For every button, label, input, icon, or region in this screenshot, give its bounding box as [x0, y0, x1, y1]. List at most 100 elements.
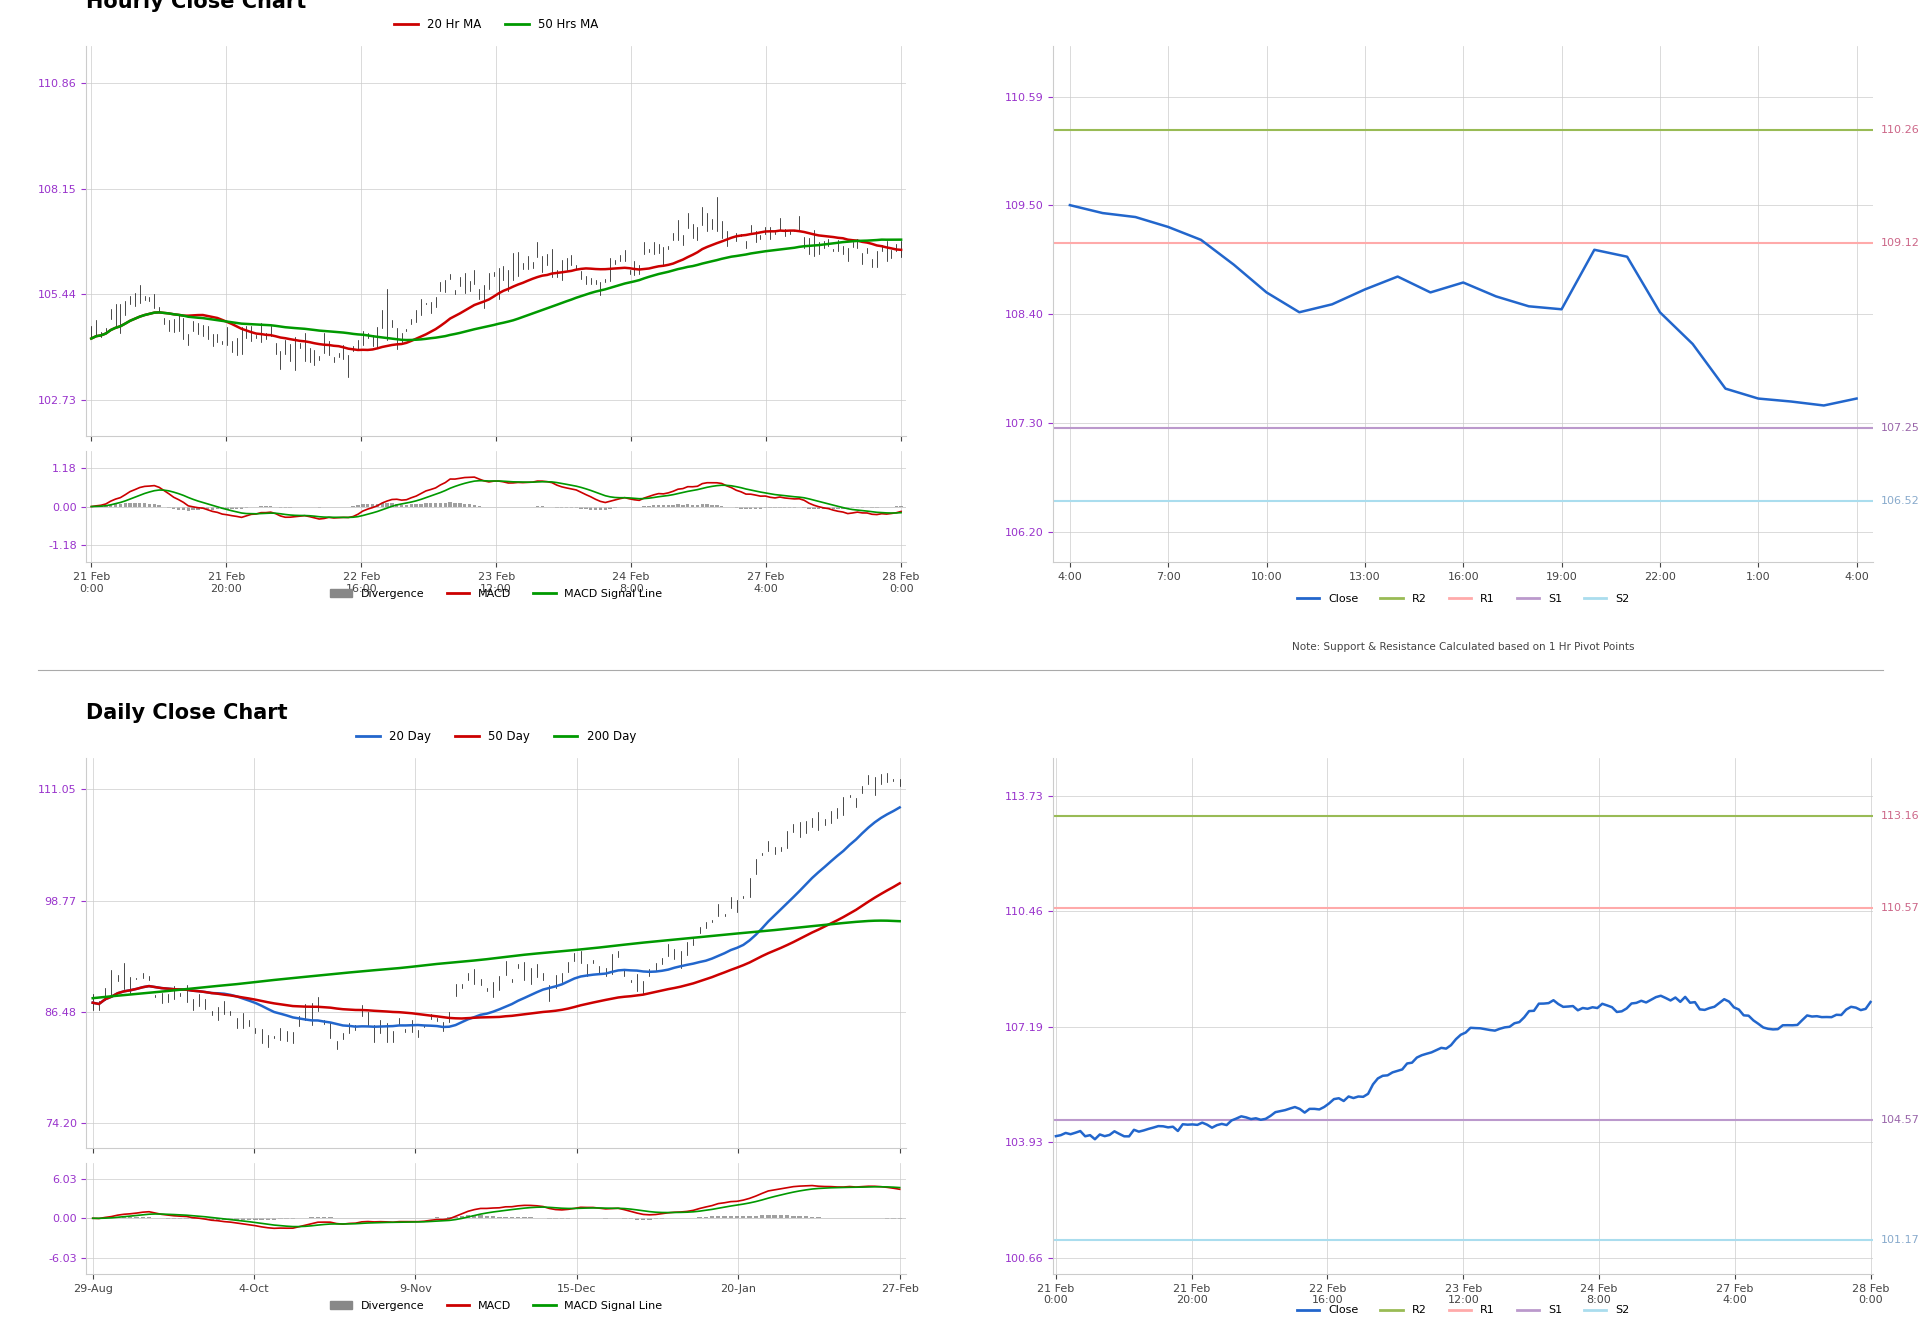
Bar: [453, 1217, 457, 1218]
Bar: [473, 504, 476, 507]
Bar: [234, 507, 238, 508]
Line: 20 Hr MA: 20 Hr MA: [92, 231, 901, 350]
50 Hrs MA: [355, 328, 378, 344]
50 Day: [507, 1007, 530, 1023]
Bar: [405, 504, 407, 507]
20 Day: [718, 942, 742, 958]
Bar: [248, 1218, 252, 1220]
Bar: [642, 1218, 645, 1220]
Text: 106.52: 106.52: [1881, 496, 1919, 506]
50 Day: [619, 989, 642, 1005]
50 Day: [888, 876, 911, 892]
50 Hrs MA: [889, 232, 912, 248]
20 Hr MA: [361, 341, 384, 357]
Bar: [761, 1216, 765, 1218]
Bar: [565, 507, 569, 508]
Bar: [459, 1216, 465, 1218]
Bar: [234, 1218, 238, 1220]
50 Day: [300, 999, 323, 1015]
20 Hr MA: [768, 223, 791, 239]
200 Day: [888, 913, 911, 929]
20 Hr MA: [559, 263, 582, 279]
50 Hrs MA: [730, 247, 753, 263]
Bar: [768, 507, 772, 508]
Text: Hourly Close Chart: Hourly Close Chart: [86, 0, 307, 12]
Bar: [841, 507, 845, 508]
200 Day: [676, 930, 699, 946]
200 Day: [613, 937, 636, 953]
Text: 110.57: 110.57: [1881, 902, 1919, 913]
Bar: [113, 504, 117, 507]
Bar: [711, 1217, 715, 1218]
50 Hrs MA: [870, 232, 893, 248]
20 Hr MA: [546, 265, 569, 281]
Line: 20 Day: 20 Day: [92, 807, 899, 1027]
Bar: [517, 1217, 521, 1218]
50 Hrs MA: [225, 314, 248, 330]
Bar: [749, 507, 753, 508]
Bar: [740, 507, 743, 508]
Bar: [832, 507, 836, 510]
Bar: [676, 504, 680, 507]
Bar: [647, 1218, 651, 1220]
20 Day: [432, 1019, 455, 1035]
Bar: [167, 507, 171, 508]
Text: 101.17: 101.17: [1881, 1234, 1919, 1245]
Bar: [273, 1218, 277, 1220]
Legend: Divergence, MACD, MACD Signal Line: Divergence, MACD, MACD Signal Line: [325, 584, 667, 604]
Bar: [211, 507, 215, 510]
Bar: [123, 503, 127, 507]
Bar: [742, 1217, 745, 1218]
Bar: [503, 1217, 507, 1218]
20 Day: [619, 962, 642, 978]
Bar: [703, 1217, 709, 1218]
Text: 104.57: 104.57: [1881, 1115, 1921, 1124]
Bar: [845, 507, 849, 510]
20 Day: [425, 1018, 448, 1034]
50 Hrs MA: [559, 292, 582, 308]
Bar: [523, 1217, 526, 1218]
Bar: [580, 507, 582, 510]
Bar: [692, 504, 693, 507]
Bar: [722, 1216, 726, 1218]
Bar: [173, 507, 175, 510]
Bar: [686, 504, 690, 507]
Bar: [836, 507, 839, 510]
Bar: [747, 1216, 751, 1218]
Bar: [772, 1216, 776, 1218]
Bar: [186, 507, 190, 511]
Bar: [453, 503, 457, 507]
Bar: [672, 504, 674, 507]
Legend: 20 Hr MA, 50 Hrs MA: 20 Hr MA, 50 Hrs MA: [390, 13, 603, 36]
Bar: [778, 1216, 784, 1218]
Bar: [192, 507, 194, 511]
50 Hrs MA: [546, 297, 569, 313]
Bar: [651, 506, 655, 507]
Bar: [438, 503, 442, 507]
Bar: [133, 503, 136, 507]
Bar: [657, 506, 661, 507]
Bar: [463, 504, 467, 507]
Bar: [559, 507, 563, 508]
Bar: [807, 507, 811, 508]
Bar: [119, 504, 123, 507]
Bar: [444, 503, 448, 507]
Bar: [797, 1216, 801, 1218]
Bar: [697, 1217, 701, 1218]
Bar: [419, 504, 423, 507]
Bar: [571, 507, 572, 508]
Legend: Close, R2, R1, S1, S2: Close, R2, R1, S1, S2: [1293, 1300, 1635, 1320]
50 Day: [425, 1009, 448, 1024]
Bar: [140, 1217, 144, 1218]
Bar: [484, 1216, 490, 1218]
Bar: [574, 507, 578, 508]
Bar: [717, 1216, 720, 1218]
Bar: [634, 1218, 640, 1220]
Bar: [400, 504, 403, 507]
20 Hr MA: [81, 330, 104, 346]
Bar: [728, 1216, 734, 1218]
Bar: [711, 504, 715, 507]
Text: 110.26: 110.26: [1881, 125, 1919, 135]
Bar: [753, 507, 757, 508]
Bar: [215, 507, 219, 510]
